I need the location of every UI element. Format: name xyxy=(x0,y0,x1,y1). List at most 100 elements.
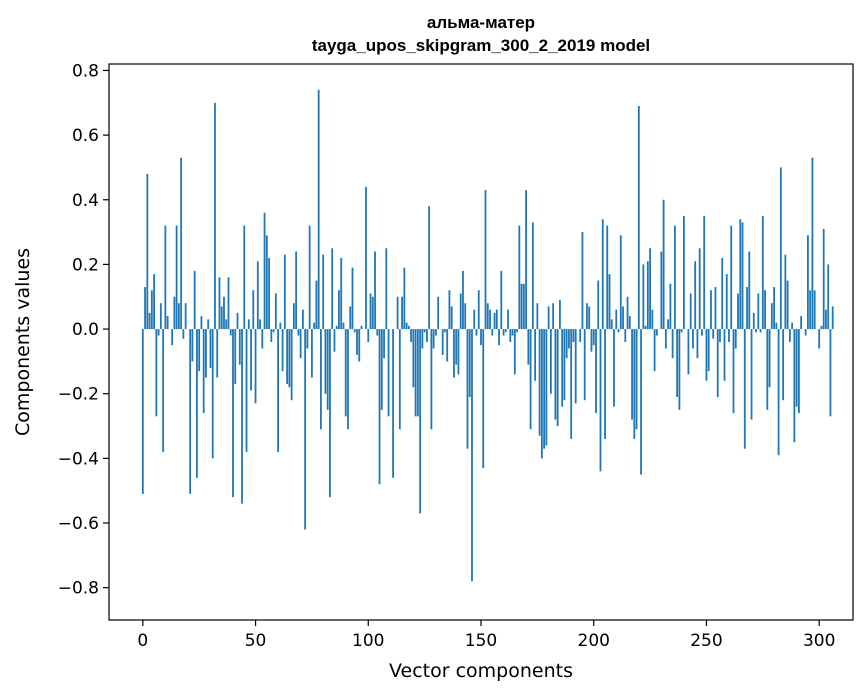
bar xyxy=(672,329,674,358)
bar xyxy=(566,329,568,358)
bar xyxy=(446,329,448,361)
bar xyxy=(523,284,525,329)
bar xyxy=(812,158,814,329)
bar xyxy=(534,329,536,381)
bar xyxy=(291,329,293,400)
bar xyxy=(207,319,209,329)
bar xyxy=(733,329,735,413)
bar xyxy=(742,222,744,329)
bar xyxy=(329,329,331,497)
bar xyxy=(216,329,218,377)
bar xyxy=(219,277,221,329)
bar xyxy=(514,329,516,374)
bar xyxy=(503,329,505,335)
bar xyxy=(372,297,374,329)
bar xyxy=(710,290,712,329)
bar xyxy=(327,329,329,410)
bar xyxy=(302,310,304,329)
bar xyxy=(176,226,178,329)
bar xyxy=(699,248,701,329)
bar xyxy=(261,329,263,348)
bar xyxy=(602,219,604,329)
bar xyxy=(793,329,795,442)
bar xyxy=(194,271,196,329)
bar xyxy=(568,329,570,348)
bar xyxy=(518,226,520,329)
x-tick-label: 0 xyxy=(137,631,148,651)
bar xyxy=(421,329,423,348)
bar xyxy=(228,277,230,329)
bar xyxy=(167,316,169,329)
bar xyxy=(345,329,347,416)
bar xyxy=(555,329,557,420)
bar xyxy=(388,329,390,416)
bar xyxy=(573,329,575,342)
x-tick-label: 50 xyxy=(245,631,267,651)
bar xyxy=(552,303,554,329)
bar xyxy=(397,297,399,329)
bar xyxy=(288,329,290,387)
bar xyxy=(379,329,381,484)
bar xyxy=(651,310,653,329)
bar xyxy=(769,329,771,387)
bar xyxy=(192,329,194,361)
y-tick-label: 0.8 xyxy=(72,61,99,81)
bar xyxy=(201,316,203,329)
bar xyxy=(564,329,566,400)
bar xyxy=(203,329,205,413)
bar xyxy=(221,306,223,329)
bar xyxy=(509,329,511,342)
bar xyxy=(706,329,708,381)
bar xyxy=(316,281,318,329)
bar xyxy=(173,297,175,329)
bar xyxy=(688,329,690,374)
bar xyxy=(318,90,320,329)
bar xyxy=(489,310,491,329)
bar xyxy=(575,329,577,403)
bar xyxy=(631,329,633,420)
bar xyxy=(588,306,590,329)
bar xyxy=(717,329,719,397)
bar xyxy=(435,329,437,335)
bar xyxy=(426,329,428,342)
bar xyxy=(361,326,363,329)
bar xyxy=(304,329,306,529)
bar xyxy=(663,200,665,329)
bar xyxy=(340,258,342,329)
bar xyxy=(500,271,502,329)
chart-subtitle: tayga_upos_skipgram_300_2_2019 model xyxy=(312,36,650,55)
bar xyxy=(376,329,378,335)
bar xyxy=(595,329,597,413)
bar xyxy=(694,261,696,329)
bar xyxy=(735,329,737,348)
bar xyxy=(410,329,412,342)
bar xyxy=(796,329,798,407)
bar xyxy=(419,329,421,513)
bar xyxy=(730,226,732,329)
bar xyxy=(248,319,250,329)
bar xyxy=(469,329,471,397)
y-tick-label: −0.2 xyxy=(58,385,99,405)
bar xyxy=(399,329,401,429)
bar xyxy=(611,319,613,329)
bar xyxy=(570,329,572,439)
bar xyxy=(656,329,658,335)
bar xyxy=(401,297,403,329)
bar xyxy=(521,284,523,329)
bar xyxy=(458,329,460,374)
bar xyxy=(214,103,216,329)
bar xyxy=(597,281,599,329)
bar xyxy=(151,290,153,329)
bar xyxy=(721,258,723,329)
bar xyxy=(284,255,286,329)
x-tick-label: 250 xyxy=(690,631,722,651)
bar xyxy=(739,219,741,329)
bar xyxy=(825,310,827,329)
bar xyxy=(746,287,748,329)
bar xyxy=(512,329,514,335)
y-tick-label: 0.4 xyxy=(72,191,99,211)
bar xyxy=(257,261,259,329)
x-tick-label: 100 xyxy=(352,631,384,651)
bar xyxy=(453,329,455,377)
